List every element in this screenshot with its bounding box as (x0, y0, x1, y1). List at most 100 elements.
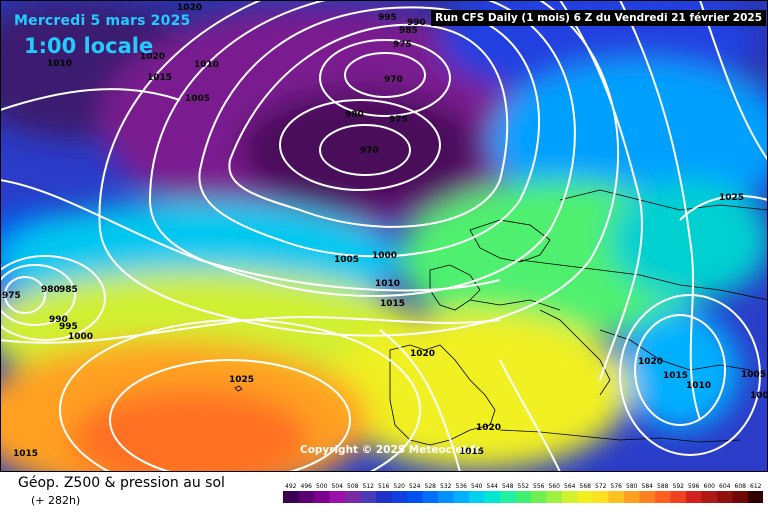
colorbar-tick-label: 584 (642, 483, 654, 490)
isobar-label-1015-sw: 1015 (13, 449, 38, 459)
colorbar-swatch (469, 491, 485, 503)
colorbar-tick-label: 612 (750, 483, 762, 490)
colorbar-swatch (484, 491, 500, 503)
isobar-label-1025-atlantic: 1025 (229, 375, 254, 385)
colorbar-tick-label: 544 (487, 483, 499, 490)
colorbar-tick-label: 592 (673, 483, 685, 490)
colorbar-tick-label: 568 (580, 483, 592, 490)
colorbar-tick-label: 516 (378, 483, 390, 490)
isobar-label-1010-center: 1010 (375, 279, 400, 289)
colorbar-tick-label: 608 (735, 483, 747, 490)
colorbar-swatch (283, 491, 299, 503)
colorbar-swatch (608, 491, 624, 503)
isobar-label-1010-balkan: 1010 (686, 381, 711, 391)
coastlines (234, 189, 768, 446)
isobar-label-1020-nw: 1020 (140, 52, 165, 62)
colorbar-swatch (422, 491, 438, 503)
isobar-label-980-west: 980 (41, 285, 60, 295)
colorbar-swatch (500, 491, 516, 503)
colorbar-legend: 492 496 500 504 508 512 516 520 524 528 532 536 540 5… (283, 483, 763, 503)
colorbar-swatch (701, 491, 717, 503)
colorbar-tick-label: 576 (611, 483, 623, 490)
colorbar-swatch (593, 491, 609, 503)
colorbar-swatch (562, 491, 578, 503)
isobar-label-1015-south: 1015 (459, 447, 484, 457)
colorbar-swatch (345, 491, 361, 503)
colorbar-swatch (376, 491, 392, 503)
colorbar-tick-label: 580 (626, 483, 638, 490)
isobar-label-1020-balkan: 1020 (476, 423, 501, 433)
isobar-label-1015-nw: 1015 (147, 73, 172, 83)
colorbar-tick-label: 524 (409, 483, 421, 490)
isobar-label-1010-n: 1010 (194, 60, 219, 70)
colorbar-tick-label: 536 (456, 483, 468, 490)
isobar-label-1000-west: 1000 (68, 332, 93, 342)
colorbar-tick-label: 492 (285, 483, 297, 490)
colorbar-tick-label: 600 (704, 483, 716, 490)
colorbar-tick-label: 520 (394, 483, 406, 490)
isobar-label-1005-center: 1005 (334, 255, 359, 265)
colorbar-swatch (453, 491, 469, 503)
colorbar-swatch (732, 491, 748, 503)
colorbar-tick-label: 496 (301, 483, 313, 490)
colorbar-swatch (298, 491, 314, 503)
copyright-notice: Copyright © 2025 Meteociel.fr (300, 444, 480, 456)
isobar-label-1005-edge: 1005 (750, 391, 768, 401)
colorbar-tick-label: 528 (425, 483, 437, 490)
colorbar-swatch (391, 491, 407, 503)
isobar-label-970-lower: 970 (360, 146, 379, 156)
isobar-label-975-upper: 975 (393, 40, 412, 50)
footer: Géop. Z500 & pression au sol (+ 282h) 49… (0, 472, 768, 512)
colorbar-swatch (748, 491, 763, 503)
isobar-label-980: 980 (345, 110, 364, 120)
colorbar-swatch (670, 491, 686, 503)
chart-title: Géop. Z500 & pression au sol (18, 475, 225, 491)
colorbar-swatch (655, 491, 671, 503)
forecast-date: Mercredi 5 mars 2025 (14, 13, 191, 29)
isobar-label-1005-n: 1005 (185, 94, 210, 104)
isobar-label-985: 985 (399, 26, 418, 36)
colorbar-swatch (577, 491, 593, 503)
colorbar-tick-label: 500 (316, 483, 328, 490)
colorbar-tick-label: 548 (502, 483, 514, 490)
colorbar-tick-label: 564 (564, 483, 576, 490)
colorbar-tick-label: 552 (518, 483, 530, 490)
isobar-label-990: 990 (407, 18, 426, 28)
colorbar-swatch (329, 491, 345, 503)
isobar-label-1020-iberia: 1020 (410, 349, 435, 359)
isobar-label-975-west: 975 (2, 291, 21, 301)
colorbar-tick-label: 512 (363, 483, 375, 490)
isobar-label-1020-med: 1020 (638, 357, 663, 367)
colorbar-swatch (515, 491, 531, 503)
colorbar-swatch (360, 491, 376, 503)
colorbar-tick-label: 596 (688, 483, 700, 490)
colorbar-swatch (314, 491, 330, 503)
colorbar-tick-label: 572 (595, 483, 607, 490)
isobar-label-1010-nw: 1010 (47, 59, 72, 69)
colorbar-tick-label: 504 (332, 483, 344, 490)
isobar-label-990-west: 990 (49, 315, 68, 325)
colorbar-swatch (717, 491, 733, 503)
isobar-label-1015-center: 1015 (380, 299, 405, 309)
forecast-hour: (+ 282h) (31, 494, 81, 507)
colorbar-swatch (546, 491, 562, 503)
colorbar-tick-label: 508 (347, 483, 359, 490)
isobar-label-985-west: 985 (59, 285, 78, 295)
colorbar-swatch (438, 491, 454, 503)
colorbar-swatch (407, 491, 423, 503)
colorbar-swatch (624, 491, 640, 503)
isobar-label-1015-balkan: 1015 (663, 371, 688, 381)
colorbar-swatch (639, 491, 655, 503)
isobar-label-1005-east: 1005 (741, 370, 766, 380)
isobars (0, 0, 768, 472)
colorbar-tick-label: 556 (533, 483, 545, 490)
isobar-label-1020-top: 1020 (177, 3, 202, 13)
colorbar-tick-label: 532 (440, 483, 452, 490)
run-info: Run CFS Daily (1 mois) 6 Z du Vendredi 2… (431, 10, 766, 26)
isobar-label-995: 995 (378, 13, 397, 23)
colorbar-swatch (686, 491, 702, 503)
forecast-time: 1:00 locale (24, 34, 154, 58)
isobar-label-995-west: 995 (59, 322, 78, 332)
